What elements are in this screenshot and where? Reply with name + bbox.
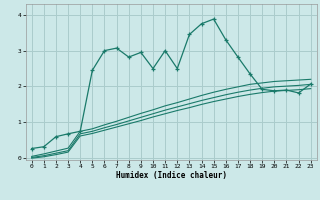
- X-axis label: Humidex (Indice chaleur): Humidex (Indice chaleur): [116, 171, 227, 180]
